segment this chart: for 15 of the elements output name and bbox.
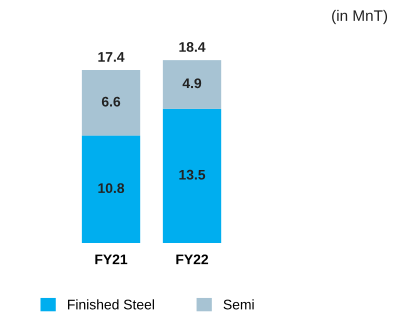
legend-label: Semi (224, 299, 254, 310)
bar (82, 70, 140, 136)
legend-label: Finished Steel (68, 299, 154, 310)
bar (162, 108, 222, 243)
total-label: 18.4 (179, 42, 206, 52)
x-tick-label: FY22 (176, 254, 208, 264)
total-label: 17.4 (98, 52, 124, 62)
data-label: 13.5 (179, 170, 206, 180)
data-label: 10.8 (98, 183, 124, 194)
text: (in MnT) (332, 10, 388, 24)
bar (162, 60, 222, 109)
data-label: 4.9 (182, 78, 202, 88)
x-tick-label: FY21 (95, 254, 128, 264)
data-label: 6.6 (102, 96, 120, 107)
bar (82, 136, 140, 243)
